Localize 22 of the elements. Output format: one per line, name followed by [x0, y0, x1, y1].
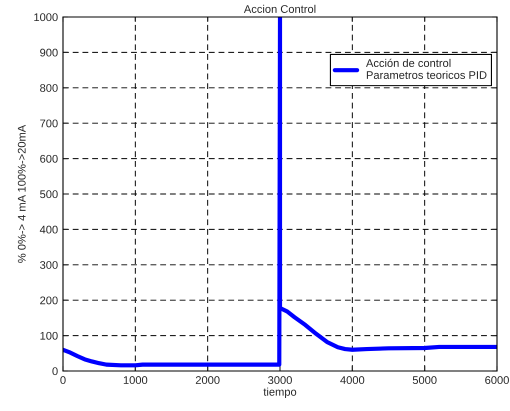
- legend-label: Acción de control Parametros teoricos PID: [366, 58, 486, 79]
- x-axis-title: tiempo: [263, 388, 296, 398]
- x-tick-label: 3000: [268, 376, 292, 384]
- y-tick-label: 1000: [34, 13, 58, 22]
- chart-title: Accion Control: [244, 4, 316, 13]
- y-tick-label: 500: [40, 190, 58, 198]
- y-tick-label: 700: [40, 119, 58, 128]
- y-tick-label: 200: [40, 296, 58, 304]
- y-tick-label: 600: [40, 154, 58, 163]
- y-tick-label: 800: [40, 84, 58, 92]
- x-tick-label: 0: [60, 376, 66, 384]
- x-tick-label: 2000: [196, 376, 220, 384]
- x-tick-label: 6000: [485, 376, 509, 384]
- x-tick-label: 5000: [412, 376, 437, 384]
- y-tick-label: 100: [40, 332, 58, 340]
- x-tick-label: 1000: [124, 376, 148, 384]
- y-tick-label: 900: [40, 48, 58, 57]
- y-tick-label: 400: [40, 226, 58, 234]
- y-axis-title: % 0%-> 4 mA 100%->20mA: [18, 124, 26, 263]
- y-tick-label: 0: [52, 367, 58, 376]
- x-tick-label: 4000: [340, 376, 364, 384]
- y-tick-label: 300: [40, 261, 58, 269]
